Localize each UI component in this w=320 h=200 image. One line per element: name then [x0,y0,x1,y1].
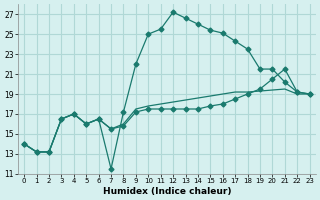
X-axis label: Humidex (Indice chaleur): Humidex (Indice chaleur) [103,187,231,196]
